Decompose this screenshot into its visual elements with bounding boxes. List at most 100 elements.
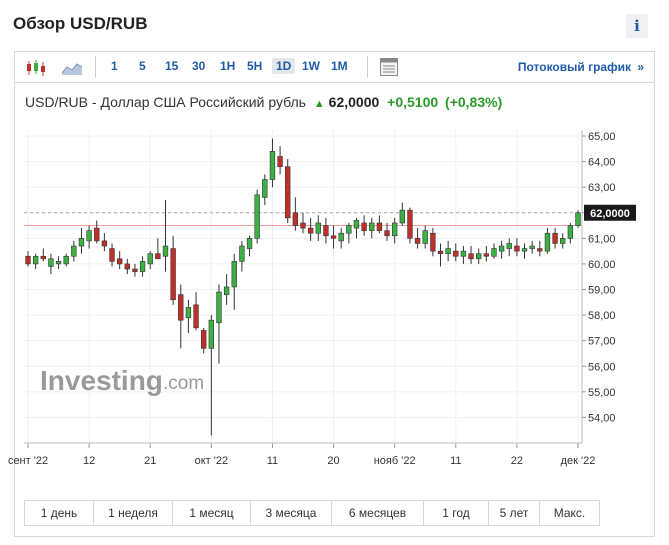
candle[interactable] (55, 256, 62, 270)
period-6-months[interactable]: 6 месяцев (332, 501, 424, 525)
candle[interactable] (315, 215, 321, 241)
candle[interactable] (254, 189, 260, 244)
last-price-badge (584, 204, 636, 221)
candle[interactable] (63, 253, 69, 267)
candle[interactable] (78, 228, 85, 254)
timeframe-5h[interactable]: 5H (247, 59, 263, 73)
candle[interactable] (193, 292, 199, 331)
timeframe-15[interactable]: 15 (165, 59, 179, 73)
timeframe-30[interactable]: 30 (192, 59, 206, 73)
candle[interactable] (223, 274, 230, 305)
candle[interactable] (361, 215, 367, 236)
candle[interactable] (376, 215, 383, 234)
candle[interactable] (124, 258, 130, 275)
candle[interactable] (216, 284, 222, 364)
candle[interactable] (285, 159, 291, 223)
candle[interactable] (139, 256, 146, 277)
candle[interactable] (407, 207, 413, 244)
info-icon[interactable]: i (626, 14, 648, 38)
candle[interactable] (147, 251, 153, 270)
timeframe-1w[interactable]: 1W (302, 59, 320, 73)
candle[interactable] (307, 217, 314, 241)
candle[interactable] (94, 220, 100, 244)
candle[interactable] (25, 251, 31, 267)
candle[interactable] (178, 284, 184, 349)
candle[interactable] (300, 212, 306, 234)
period-1-month[interactable]: 1 месяц (173, 501, 251, 525)
candle[interactable] (246, 235, 253, 257)
candle[interactable] (560, 233, 566, 249)
period-max[interactable]: Макс. (540, 501, 599, 525)
candle[interactable] (323, 217, 329, 244)
candle[interactable] (575, 210, 581, 229)
candle[interactable] (369, 217, 375, 239)
candle[interactable] (277, 146, 283, 175)
candle[interactable] (445, 240, 451, 262)
period-1-day[interactable]: 1 день (25, 501, 94, 525)
candle[interactable] (460, 246, 467, 264)
candle[interactable] (208, 315, 215, 436)
timeframe-1m[interactable]: 1M (331, 59, 348, 73)
period-5-years[interactable]: 5 лет (489, 501, 540, 525)
timeframe-5[interactable]: 5 (139, 59, 146, 73)
candle[interactable] (468, 246, 474, 264)
timeframe-1h[interactable]: 1H (220, 59, 236, 73)
candle[interactable] (155, 238, 161, 260)
candle[interactable] (71, 240, 77, 262)
candle[interactable] (453, 243, 459, 262)
candle[interactable] (269, 138, 276, 188)
candle[interactable] (422, 225, 428, 249)
candle[interactable] (399, 202, 405, 226)
candle[interactable] (185, 299, 192, 333)
candle[interactable] (537, 240, 543, 257)
candle[interactable] (430, 228, 436, 257)
candle[interactable] (476, 248, 482, 264)
candle[interactable] (170, 235, 176, 305)
candle[interactable] (262, 174, 268, 206)
candle[interactable] (567, 222, 574, 244)
area-chart-icon[interactable] (61, 58, 83, 78)
candle[interactable] (544, 228, 551, 254)
candle[interactable] (231, 253, 237, 310)
candle[interactable] (109, 243, 115, 267)
candle[interactable] (40, 248, 46, 262)
candle[interactable] (239, 240, 245, 272)
candle[interactable] (414, 228, 421, 249)
period-1-year[interactable]: 1 год (424, 501, 489, 525)
candlestick-chart-icon[interactable] (25, 58, 47, 78)
last-price-label: 62,0000 (590, 208, 630, 220)
candle[interactable] (491, 243, 497, 259)
candle[interactable] (506, 238, 512, 257)
candle[interactable] (338, 228, 344, 249)
candle[interactable] (529, 240, 535, 254)
candle[interactable] (384, 222, 390, 241)
candle[interactable] (162, 199, 169, 272)
table-view-icon[interactable] (379, 57, 399, 77)
candle[interactable] (521, 243, 528, 259)
candle-body-down (330, 235, 337, 239)
candle[interactable] (437, 243, 444, 267)
candle[interactable] (353, 217, 360, 239)
candle[interactable] (48, 253, 54, 275)
period-1-week[interactable]: 1 неделя (94, 501, 173, 525)
timeframe-1d[interactable]: 1D (272, 58, 296, 74)
candle[interactable] (483, 246, 490, 262)
candle[interactable] (201, 327, 207, 354)
candle[interactable] (391, 217, 398, 244)
candle[interactable] (514, 238, 520, 257)
candle[interactable] (132, 263, 138, 277)
candle[interactable] (32, 253, 39, 270)
candle[interactable] (498, 240, 505, 259)
candle[interactable] (330, 225, 337, 249)
candle[interactable] (101, 233, 108, 252)
streaming-chart-link[interactable]: Потоковый график » (518, 60, 644, 74)
candle-body-down (307, 227, 314, 234)
candle[interactable] (552, 228, 558, 249)
candle[interactable] (86, 225, 92, 249)
candle[interactable] (292, 197, 299, 231)
candle[interactable] (116, 251, 123, 270)
candle[interactable] (346, 222, 352, 244)
timeframe-1[interactable]: 1 (111, 59, 118, 73)
period-3-months[interactable]: 3 месяца (251, 501, 332, 525)
